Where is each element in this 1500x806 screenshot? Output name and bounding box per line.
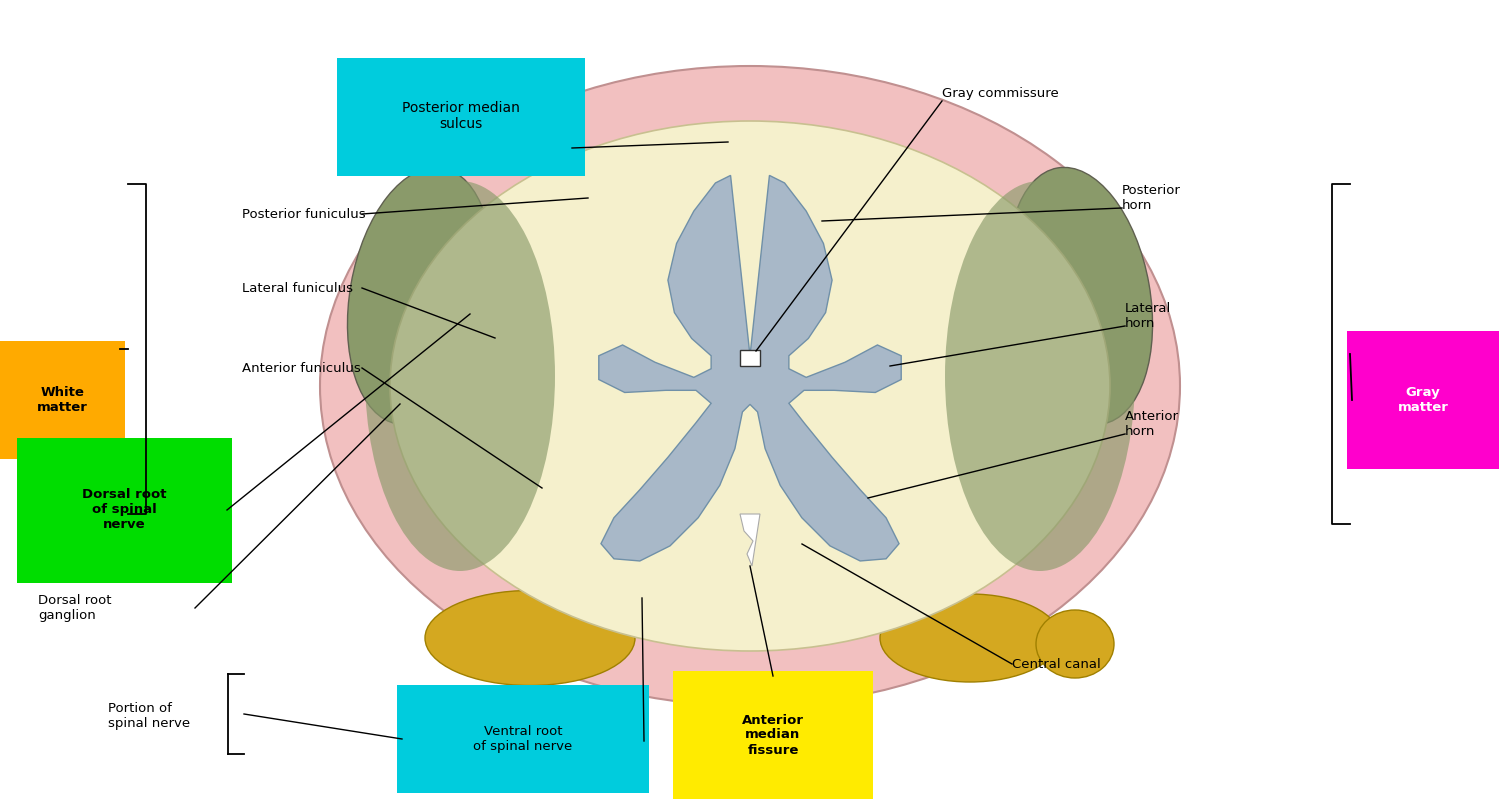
Ellipse shape xyxy=(945,181,1136,571)
Ellipse shape xyxy=(1036,610,1114,678)
Text: White
matter: White matter xyxy=(38,386,88,414)
FancyBboxPatch shape xyxy=(16,438,232,583)
Text: Gray
matter: Gray matter xyxy=(1398,386,1449,414)
Text: Lateral funiculus: Lateral funiculus xyxy=(242,281,352,294)
Text: Posterior median
sulcus: Posterior median sulcus xyxy=(402,101,520,131)
Text: Dorsal root
of spinal
nerve: Dorsal root of spinal nerve xyxy=(82,488,166,531)
Text: Posterior funiculus: Posterior funiculus xyxy=(242,207,366,221)
Text: Anterior funiculus: Anterior funiculus xyxy=(242,362,360,375)
Bar xyxy=(740,350,760,366)
Ellipse shape xyxy=(424,591,634,685)
Text: Posterior
horn: Posterior horn xyxy=(1122,184,1180,212)
FancyBboxPatch shape xyxy=(0,341,124,459)
Text: Central canal: Central canal xyxy=(1013,658,1101,671)
Ellipse shape xyxy=(1008,168,1152,425)
FancyBboxPatch shape xyxy=(1347,331,1498,469)
Text: Anterior
median
fissure: Anterior median fissure xyxy=(742,713,804,757)
FancyBboxPatch shape xyxy=(338,58,585,176)
Polygon shape xyxy=(598,176,902,561)
FancyBboxPatch shape xyxy=(674,671,873,799)
FancyBboxPatch shape xyxy=(398,685,650,793)
Ellipse shape xyxy=(364,181,555,571)
Text: Ventral root
of spinal nerve: Ventral root of spinal nerve xyxy=(474,725,573,753)
Ellipse shape xyxy=(880,594,1060,682)
Ellipse shape xyxy=(348,168,492,425)
Text: Portion of
spinal nerve: Portion of spinal nerve xyxy=(108,702,190,730)
Ellipse shape xyxy=(320,66,1180,706)
Polygon shape xyxy=(740,514,760,566)
Text: Gray commissure: Gray commissure xyxy=(942,88,1059,101)
Text: Lateral
horn: Lateral horn xyxy=(1125,302,1172,330)
Text: Dorsal root
ganglion: Dorsal root ganglion xyxy=(38,594,111,622)
Text: Anterior
horn: Anterior horn xyxy=(1125,410,1179,438)
Ellipse shape xyxy=(390,121,1110,651)
